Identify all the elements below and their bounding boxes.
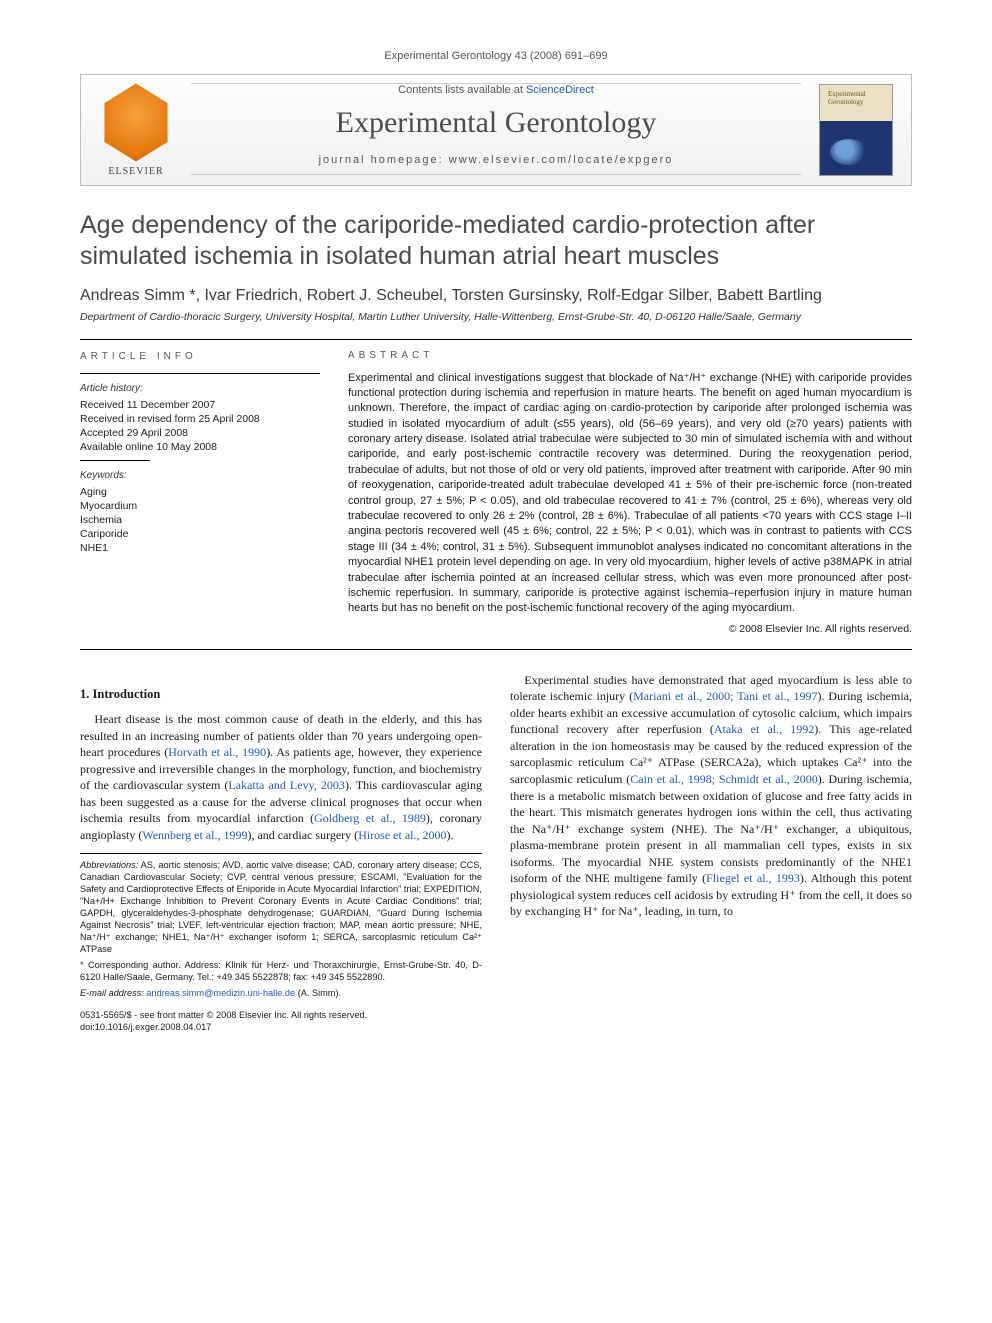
abstract-heading: ABSTRACT (348, 350, 912, 361)
keyword: Cariporide (80, 527, 320, 541)
citation-link[interactable]: Hirose et al., 2000 (358, 828, 446, 842)
citation-link[interactable]: Lakatta and Levy, 2003 (228, 778, 345, 792)
abstract-text: Experimental and clinical investigations… (348, 371, 912, 617)
citation-link[interactable]: Goldberg et al., 1989 (314, 811, 426, 825)
footnotes-block: Abbreviations: AS, aortic stenosis; AVD,… (80, 853, 482, 999)
section-number: 1. (80, 687, 89, 701)
body-paragraph: Heart disease is the most common cause o… (80, 711, 482, 843)
history-line: Received 11 December 2007 (80, 398, 320, 412)
abbrev-text: AS, aortic stenosis; AVD, aortic valve d… (80, 860, 482, 954)
sciencedirect-link[interactable]: ScienceDirect (526, 84, 594, 96)
journal-homepage-line: journal homepage: www.elsevier.com/locat… (191, 154, 801, 166)
homepage-url[interactable]: www.elsevier.com/locate/expgero (449, 154, 674, 166)
keyword: Aging (80, 485, 320, 499)
history-line: Received in revised form 25 April 2008 (80, 412, 320, 426)
front-matter-line: 0531-5565/$ - see front matter © 2008 El… (80, 1010, 912, 1022)
affiliation: Department of Cardio-thoracic Surgery, U… (80, 311, 912, 323)
keyword: Ischemia (80, 513, 320, 527)
citation-link[interactable]: Horvath et al., 1990 (168, 745, 266, 759)
citation-link[interactable]: Fliegel et al., 1993 (706, 871, 800, 885)
contents-prefix: Contents lists available at (398, 84, 526, 96)
contents-available-line: Contents lists available at ScienceDirec… (191, 84, 801, 96)
doi-block: 0531-5565/$ - see front matter © 2008 El… (80, 1010, 912, 1034)
citation-link[interactable]: Wennberg et al., 1999 (142, 828, 247, 842)
cover-label: Experimental Gerontology (828, 91, 892, 106)
doi-line: doi:10.1016/j.exger.2008.04.017 (80, 1022, 912, 1034)
publisher-name: ELSEVIER (101, 166, 171, 177)
citation-link[interactable]: Ataka et al., 1992 (714, 722, 814, 736)
elsevier-tree-icon (101, 84, 171, 162)
body-two-column: 1. Introduction Heart disease is the mos… (80, 672, 912, 1000)
running-head: Experimental Gerontology 43 (2008) 691–6… (80, 50, 912, 62)
journal-masthead: ELSEVIER Contents lists available at Sci… (80, 74, 912, 186)
article-title: Age dependency of the cariporide-mediate… (80, 210, 912, 273)
history-line: Accepted 29 April 2008 (80, 426, 320, 440)
keyword: NHE1 (80, 541, 320, 555)
body-paragraph: Experimental studies have demonstrated t… (510, 672, 912, 920)
publisher-logo-block: ELSEVIER (81, 75, 191, 185)
keyword: Myocardium (80, 499, 320, 513)
history-line: Available online 10 May 2008 (80, 440, 320, 454)
section-heading: 1. Introduction (80, 686, 482, 703)
author-list: Andreas Simm *, Ivar Friedrich, Robert J… (80, 287, 912, 305)
journal-title: Experimental Gerontology (191, 106, 801, 140)
journal-cover-thumbnail: Experimental Gerontology (801, 75, 911, 185)
section-title: Introduction (93, 687, 161, 701)
abbrev-label: Abbreviations: (80, 860, 138, 870)
corresponding-label: * Corresponding author. (80, 960, 181, 970)
article-info-block: ARTICLE INFO Article history: Received 1… (80, 350, 320, 635)
citation-link[interactable]: Mariani et al., 2000; Tani et al., 1997 (633, 689, 817, 703)
history-heading: Article history: (80, 382, 320, 396)
article-info-heading: ARTICLE INFO (80, 350, 320, 364)
homepage-label: journal homepage: (319, 154, 449, 166)
email-label: E-mail address: (80, 988, 144, 998)
email-link[interactable]: andreas.simm@medizin.uni-halle.de (146, 988, 295, 998)
keywords-heading: Keywords: (80, 469, 320, 483)
email-suffix: (A. Simm). (295, 988, 341, 998)
abstract-block: ABSTRACT Experimental and clinical inves… (348, 350, 912, 635)
copyright-line: © 2008 Elsevier Inc. All rights reserved… (348, 623, 912, 635)
citation-link[interactable]: Cain et al., 1998; Schmidt et al., 2000 (630, 772, 817, 786)
